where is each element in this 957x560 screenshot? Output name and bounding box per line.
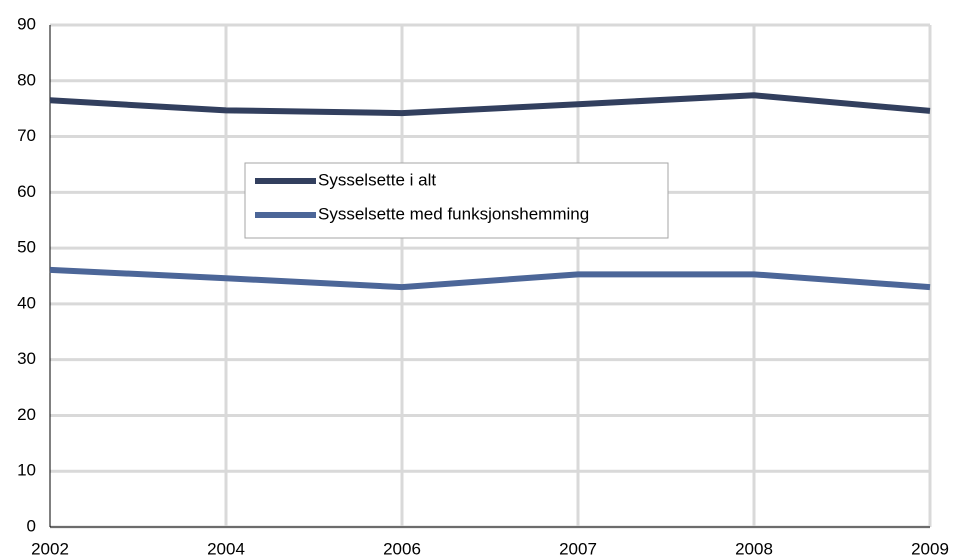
legend: Sysselsette i alt Sysselsette med funksjo…: [244, 162, 669, 239]
x-tick-label: 2008: [735, 539, 773, 558]
y-tick-label: 60: [17, 182, 36, 201]
y-tick-label: 10: [17, 461, 36, 480]
series-line: [49, 266, 931, 291]
y-tick-label: 20: [17, 405, 36, 424]
x-tick-label: 2007: [559, 539, 597, 558]
y-tick-label: 30: [17, 349, 36, 368]
legend-label: Sysselsette med funksjonshemming: [318, 204, 589, 223]
y-tick-label: 90: [17, 14, 36, 33]
x-tick-label: 2006: [383, 539, 421, 558]
y-tick-label: 50: [17, 238, 36, 257]
y-tick-label: 80: [17, 70, 36, 89]
legend-label: Sysselsette i alt: [318, 170, 436, 189]
x-tick-label: 2009: [911, 539, 949, 558]
x-tick-label: 2004: [207, 539, 245, 558]
series-line: [49, 92, 931, 117]
legend-box: [244, 162, 669, 239]
y-tick-label: 40: [17, 293, 36, 312]
y-tick-label: 0: [27, 516, 36, 535]
y-tick-label: 70: [17, 126, 36, 145]
x-tick-label: 2002: [31, 539, 69, 558]
